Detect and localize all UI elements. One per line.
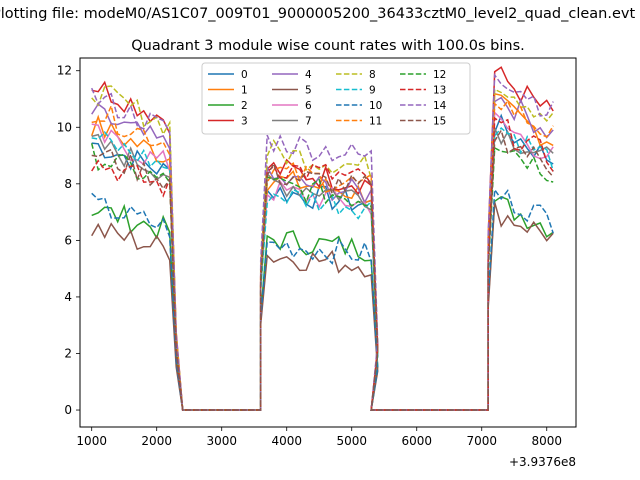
legend-label-11: 11: [369, 116, 382, 128]
legend-label-4: 4: [305, 69, 312, 81]
series-line-15: [91, 128, 554, 411]
x-tick-label: 5000: [336, 434, 367, 448]
x-tick-label: 2000: [141, 434, 172, 448]
x-tick-label: 4000: [271, 434, 302, 448]
legend-label-13: 13: [433, 85, 446, 97]
y-tick-label: 6: [64, 233, 72, 247]
chart-title: Quadrant 3 module wise count rates with …: [131, 38, 525, 54]
legend-label-3: 3: [241, 116, 248, 128]
series-line-2: [91, 195, 554, 411]
y-tick-label: 10: [57, 120, 72, 134]
x-tick-label: 8000: [531, 434, 562, 448]
legend-label-2: 2: [241, 100, 248, 112]
legend-label-7: 7: [305, 116, 312, 128]
series-line-11: [91, 99, 554, 411]
legend-label-1: 1: [241, 85, 248, 97]
x-offset-label: +3.9376e8: [509, 455, 576, 469]
figure-suptitle: Plotting file: modeM0/AS1C07_009T01_9000…: [0, 6, 640, 28]
legend-label-6: 6: [305, 100, 312, 112]
legend-label-9: 9: [369, 85, 376, 97]
suptitle-text: Plotting file: modeM0/AS1C07_009T01_9000…: [0, 6, 636, 22]
legend-label-5: 5: [305, 85, 312, 97]
x-tick-label: 1000: [76, 434, 107, 448]
plot-frame: [79, 57, 577, 428]
axis-layer: 1000 2000 3000 4000 5000 6000 7000 800002468101…: [57, 64, 562, 448]
series-line-5: [91, 202, 554, 411]
legend-label-10: 10: [369, 100, 382, 112]
series-line-14: [91, 72, 554, 411]
y-tick-label: 4: [64, 290, 72, 304]
y-tick-label: 8: [64, 177, 72, 191]
legend-label-14: 14: [433, 100, 447, 112]
legend-box: [201, 62, 471, 135]
series-line-9: [91, 127, 554, 411]
y-tick-label: 2: [64, 346, 72, 360]
legend-label-0: 0: [241, 69, 248, 81]
series-line-7: [91, 127, 554, 411]
legend-label-12: 12: [433, 69, 446, 81]
series-line-4: [91, 96, 554, 411]
legend-label-15: 15: [433, 116, 446, 128]
series-layer: [90, 66, 554, 411]
y-tick-label: 0: [64, 403, 72, 417]
series-line-10: [91, 187, 554, 411]
series-line-6: [91, 110, 554, 411]
x-tick-label: 3000: [206, 434, 237, 448]
series-line-0: [91, 113, 554, 411]
legend-label-8: 8: [369, 69, 376, 81]
x-tick-label: 7000: [466, 434, 497, 448]
x-tick-label: 6000: [401, 434, 432, 448]
series-line-8: [91, 85, 554, 411]
y-tick-label: 12: [57, 64, 72, 78]
